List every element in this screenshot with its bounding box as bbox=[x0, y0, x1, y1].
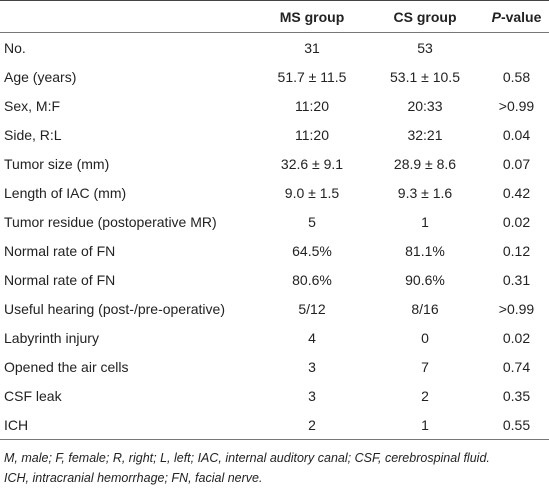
cell: 11:20 bbox=[295, 126, 329, 143]
cell: 8/16 bbox=[411, 300, 439, 317]
table-row: Useful hearing (post-/pre-operative) 5/12… bbox=[0, 294, 549, 323]
row-label: Opened the air cells bbox=[4, 358, 129, 375]
cell: 64.5% bbox=[292, 242, 332, 259]
cell: 32.6 ± 9.1 bbox=[280, 155, 344, 172]
header-cell: P-value bbox=[484, 0, 549, 33]
cell: 0.42 bbox=[502, 184, 531, 201]
table-row: ICH 2 1 0.55 bbox=[0, 410, 549, 440]
cell: 0.04 bbox=[502, 126, 531, 143]
cell: 51.7 ± 11.5 bbox=[277, 68, 347, 85]
table-row: Opened the air cells 3 7 0.74 bbox=[0, 352, 549, 381]
cell bbox=[484, 33, 549, 63]
cell: >0.99 bbox=[498, 300, 535, 317]
row-label: CSF leak bbox=[4, 387, 62, 404]
footnote-line: ICH, intracranial hemorrhage; FN, facial… bbox=[4, 471, 263, 485]
cell: 28.9 ± 8.6 bbox=[393, 155, 457, 172]
cell: 0.31 bbox=[502, 271, 531, 288]
row-label: ICH bbox=[0, 410, 258, 440]
footnote: M, male; F, female; R, right; L, left; I… bbox=[0, 440, 549, 488]
cell: 0.74 bbox=[502, 358, 531, 375]
cell: 53.1 ± 10.5 bbox=[390, 68, 460, 85]
row-label: Age (years) bbox=[4, 68, 77, 85]
table-row: Normal rate of FN 64.5% 81.1% 0.12 bbox=[0, 236, 549, 265]
cell: 20:33 bbox=[407, 97, 443, 114]
cell: 32:21 bbox=[407, 126, 443, 143]
cell: 7 bbox=[421, 358, 429, 375]
cell: >0.99 bbox=[498, 97, 535, 114]
cell: 0.35 bbox=[502, 387, 531, 404]
cell: 5/12 bbox=[298, 300, 326, 317]
header-cell bbox=[0, 0, 258, 33]
cell: 80.6% bbox=[292, 271, 332, 288]
table-row: Length of IAC (mm) 9.0 ± 1.5 9.3 ± 1.6 0.42 bbox=[0, 178, 549, 207]
cell: 3 bbox=[308, 387, 316, 404]
header-cell: CS group bbox=[366, 0, 484, 33]
cell: 1 bbox=[421, 213, 429, 230]
table-row: CSF leak 3 2 0.35 bbox=[0, 381, 549, 410]
cell: 0 bbox=[421, 329, 429, 346]
table-row: Age (years) 51.7 ± 11.5 53.1 ± 10.5 0.58 bbox=[0, 62, 549, 91]
header-row: MS group CS group P-value bbox=[0, 0, 549, 33]
row-label: Tumor size (mm) bbox=[4, 155, 110, 172]
table-row: Side, R:L 11:20 32:21 0.04 bbox=[0, 120, 549, 149]
table-row: Normal rate of FN 80.6% 90.6% 0.31 bbox=[0, 265, 549, 294]
cell: 11:20 bbox=[295, 97, 329, 114]
cell: 81.1% bbox=[405, 242, 445, 259]
header-cell: MS group bbox=[258, 0, 366, 33]
cell: 0.02 bbox=[502, 213, 531, 230]
row-label: Side, R:L bbox=[4, 126, 62, 143]
table-row: Sex, M:F 11:20 20:33 >0.99 bbox=[0, 91, 549, 120]
row-label: Labyrinth injury bbox=[4, 329, 99, 346]
cell: 53 bbox=[417, 39, 433, 56]
cell: 1 bbox=[366, 410, 484, 440]
cell: 9.0 ± 1.5 bbox=[284, 184, 340, 201]
cell: 0.58 bbox=[502, 68, 531, 85]
cell: 3 bbox=[308, 358, 316, 375]
table-body: No. 31 53 Age (years) 51.7 ± 11.5 53.1 ± 10.5… bbox=[0, 33, 549, 440]
cell: 5 bbox=[308, 213, 316, 230]
row-label: No. bbox=[4, 39, 26, 56]
cell: 31 bbox=[304, 39, 320, 56]
table-row: Labyrinth injury 4 0 0.02 bbox=[0, 323, 549, 352]
footnote-line: M, male; F, female; R, right; L, left; I… bbox=[4, 451, 490, 465]
row-label: Normal rate of FN bbox=[4, 271, 116, 288]
cell: 90.6% bbox=[405, 271, 445, 288]
cell: 0.02 bbox=[502, 329, 531, 346]
row-label: Useful hearing (post-/pre-operative) bbox=[4, 300, 225, 317]
table-row: Tumor size (mm) 32.6 ± 9.1 28.9 ± 8.6 0.07 bbox=[0, 149, 549, 178]
row-label: Tumor residue (postoperative MR) bbox=[4, 213, 217, 230]
cell: 9.3 ± 1.6 bbox=[397, 184, 453, 201]
cell: 0.12 bbox=[502, 242, 531, 259]
row-label: Sex, M:F bbox=[4, 97, 61, 114]
cell: 2 bbox=[421, 387, 429, 404]
cell: 2 bbox=[258, 410, 366, 440]
cell: 0.07 bbox=[502, 155, 531, 172]
data-table: MS group CS group P-value No. 31 53 Age (year… bbox=[0, 0, 549, 440]
cell: 0.55 bbox=[484, 410, 549, 440]
table-row: Tumor residue (postoperative MR) 5 1 0.02 bbox=[0, 207, 549, 236]
row-label: Length of IAC (mm) bbox=[4, 184, 127, 201]
row-label: Normal rate of FN bbox=[4, 242, 116, 259]
cell: 4 bbox=[308, 329, 316, 346]
table-row: No. 31 53 bbox=[0, 33, 549, 63]
